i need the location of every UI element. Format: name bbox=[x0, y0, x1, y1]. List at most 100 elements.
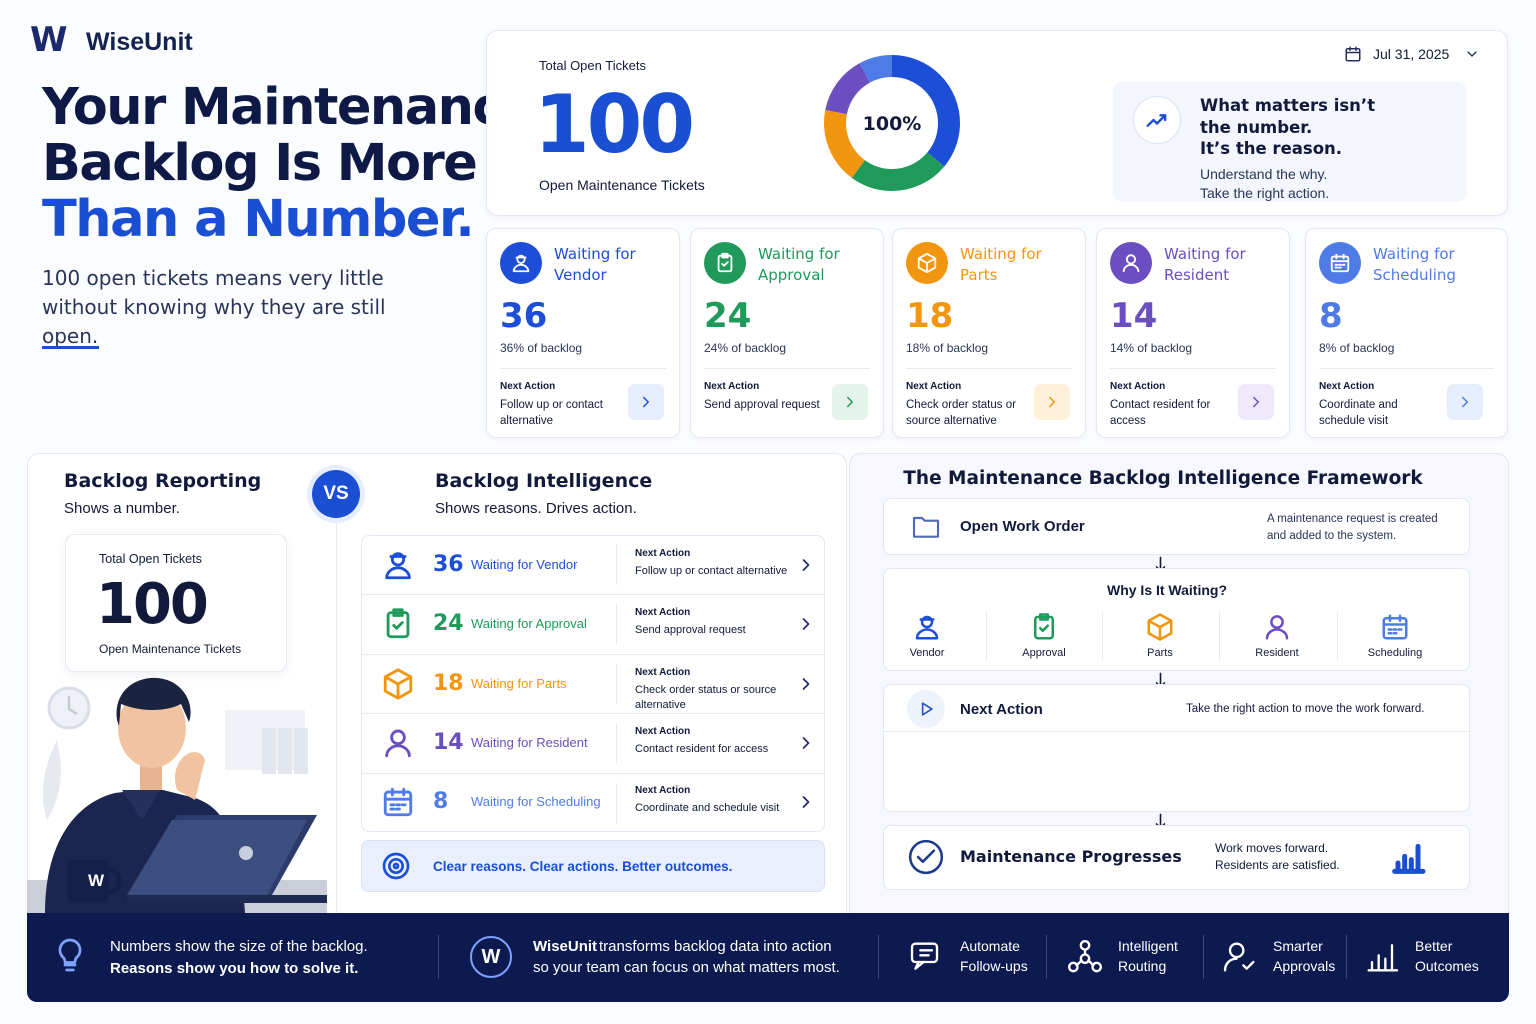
action-button[interactable] bbox=[832, 384, 868, 420]
step-divider bbox=[884, 731, 1469, 732]
shape bbox=[1075, 948, 1095, 967]
icon bbox=[386, 608, 410, 639]
reason-count: 36 bbox=[433, 551, 464, 577]
shape bbox=[802, 677, 810, 690]
action-button[interactable] bbox=[628, 384, 664, 420]
icon bbox=[717, 252, 733, 273]
donut bbox=[824, 55, 960, 191]
shape bbox=[67, 860, 109, 902]
icon bbox=[385, 729, 411, 758]
action-button[interactable] bbox=[1034, 384, 1070, 420]
brand-name: WiseUnit bbox=[86, 28, 193, 56]
feature-label: Outcomes bbox=[1415, 958, 1479, 974]
shape bbox=[1228, 942, 1245, 959]
shape bbox=[717, 254, 733, 273]
hero-title-highlight: Than a Number. bbox=[42, 190, 475, 249]
category-share: 8% of backlog bbox=[1319, 341, 1395, 355]
shape bbox=[1367, 944, 1399, 972]
mini-label: Total Open Tickets bbox=[99, 552, 202, 566]
shape bbox=[1345, 46, 1361, 54]
date-picker[interactable]: Jul 31, 2025 bbox=[1340, 40, 1485, 68]
summary-label: Total Open Tickets bbox=[539, 58, 646, 73]
shape bbox=[392, 862, 400, 870]
icon bbox=[1467, 51, 1477, 57]
shape bbox=[122, 790, 160, 820]
row-button[interactable] bbox=[796, 555, 816, 575]
icon bbox=[917, 252, 937, 274]
hero-title-line: Backlog Is More bbox=[42, 134, 478, 193]
icon bbox=[1122, 254, 1140, 273]
action-button[interactable] bbox=[1447, 384, 1483, 420]
category-count: 36 bbox=[500, 296, 548, 336]
shape bbox=[917, 252, 937, 274]
hero-title-line: Your Maintenance bbox=[42, 78, 536, 137]
reason-next-action: Send approval request bbox=[635, 624, 746, 637]
icon bbox=[58, 938, 82, 972]
shape bbox=[1068, 961, 1079, 973]
row-button[interactable] bbox=[796, 792, 816, 812]
shape bbox=[383, 790, 413, 817]
shape bbox=[262, 728, 276, 774]
row-button[interactable] bbox=[796, 674, 816, 694]
shape bbox=[721, 261, 729, 267]
footer-divider bbox=[1046, 935, 1047, 979]
icon bbox=[382, 852, 410, 880]
card-divider bbox=[704, 368, 870, 369]
reason-count: 8 bbox=[433, 789, 449, 815]
row-divider bbox=[362, 594, 824, 596]
column-divider bbox=[1337, 612, 1338, 660]
shape bbox=[386, 611, 410, 639]
next-action-label: Next Action bbox=[635, 607, 691, 619]
card-divider bbox=[1319, 368, 1494, 369]
icon bbox=[912, 516, 940, 538]
shape bbox=[1034, 615, 1054, 640]
category-next-action: Check order status or source alternative bbox=[906, 399, 1016, 427]
icon bbox=[1146, 114, 1167, 128]
icon bbox=[802, 737, 810, 749]
shape bbox=[912, 516, 940, 538]
shape bbox=[802, 796, 810, 809]
footer-divider bbox=[878, 935, 879, 979]
column-divider bbox=[986, 612, 987, 660]
category-next-action: Follow up or contact alternative bbox=[500, 399, 603, 427]
row-divider bbox=[362, 772, 824, 774]
footer-insight: Numbers show the size of the backlog. bbox=[110, 938, 368, 955]
donut-segment bbox=[824, 55, 960, 191]
action-button[interactable] bbox=[1238, 384, 1274, 420]
row-button[interactable] bbox=[796, 733, 816, 753]
summary-caption: Open Maintenance Tickets bbox=[539, 177, 705, 193]
next-action-label: Next Action bbox=[635, 785, 691, 797]
reason-next-action: Coordinate and schedule visit bbox=[635, 802, 780, 815]
shape bbox=[802, 618, 810, 630]
intelligence-subtitle: Shows reasons. Drives action. bbox=[435, 500, 637, 517]
feature-label: Smarter bbox=[1273, 938, 1323, 954]
footer-bar bbox=[27, 913, 1509, 1002]
footer-divider bbox=[1203, 935, 1204, 979]
icon bbox=[1253, 396, 1259, 408]
shape bbox=[1079, 953, 1091, 964]
row-button[interactable] bbox=[796, 614, 816, 634]
reason-count: 24 bbox=[433, 611, 464, 637]
icon bbox=[383, 788, 413, 817]
column-divider bbox=[1102, 612, 1103, 660]
shape bbox=[1253, 396, 1259, 408]
icon bbox=[1382, 614, 1408, 640]
icon bbox=[802, 558, 810, 571]
icon bbox=[847, 396, 853, 408]
step-title: Maintenance Progresses bbox=[960, 847, 1182, 866]
next-action-label: Next Action bbox=[906, 381, 962, 392]
insight-line: the number. bbox=[1200, 117, 1313, 137]
framework-title: The Maintenance Backlog Intelligence Fra… bbox=[903, 468, 1423, 489]
insight-line: It’s the reason. bbox=[1200, 139, 1343, 158]
shape bbox=[294, 728, 308, 774]
step-desc: A maintenance request is created and add… bbox=[1267, 513, 1438, 542]
reason-next-action: Contact resident for access bbox=[635, 742, 769, 755]
icon bbox=[643, 396, 649, 408]
next-action-label: Next Action bbox=[635, 547, 691, 559]
framework-step bbox=[883, 568, 1470, 671]
donut-segment bbox=[824, 55, 960, 191]
pitch-line: so your team can focus on what matters m… bbox=[533, 959, 840, 976]
icon bbox=[802, 796, 810, 809]
icon bbox=[1223, 942, 1255, 972]
